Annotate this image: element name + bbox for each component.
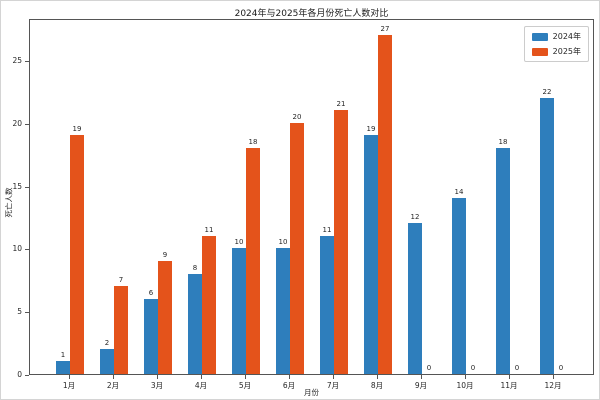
x-tick-label: 5月 <box>238 381 252 390</box>
bar-2024年 <box>408 223 422 374</box>
x-tick-mark <box>113 375 114 379</box>
bar-value-label: 14 <box>454 188 464 197</box>
y-tick-label: 5 <box>17 307 22 317</box>
bar-2024年 <box>56 361 70 374</box>
bar-2025年 <box>334 110 348 374</box>
x-tick-mark <box>377 375 378 379</box>
bar-2024年 <box>276 248 290 374</box>
legend-swatch-2024年 <box>531 32 548 41</box>
x-tick-label: 8月 <box>370 381 384 390</box>
bar-2025年 <box>246 147 260 374</box>
x-tick-mark <box>201 375 202 379</box>
y-tick-label: 20 <box>12 118 22 128</box>
bar-2024年 <box>320 235 334 374</box>
bar-2024年 <box>364 135 378 374</box>
bar-2024年 <box>188 273 202 374</box>
bar-2024年 <box>232 248 246 374</box>
x-tick-mark <box>289 375 290 379</box>
y-tick-mark <box>25 375 29 376</box>
legend-item: 2024年 <box>531 31 581 42</box>
bar-2024年 <box>100 348 114 374</box>
legend-swatch-2025年 <box>531 47 548 56</box>
bar-value-label: 10 <box>278 238 288 247</box>
bar-value-label: 8 <box>192 263 198 272</box>
y-tick-label: 15 <box>12 181 22 191</box>
bar-2025年 <box>114 286 128 374</box>
bar-2025年 <box>290 122 304 374</box>
y-tick-label: 10 <box>12 244 22 254</box>
y-tick-mark <box>25 249 29 251</box>
x-tick-mark <box>245 375 246 379</box>
bar-value-label: 9 <box>162 250 168 259</box>
bar-value-label: 6 <box>148 288 154 297</box>
bar-2025年 <box>202 235 216 374</box>
y-tick-mark <box>25 312 29 314</box>
x-tick-label: 3月 <box>150 381 164 390</box>
chart-title: 2024年与2025年各月份死亡人数对比 <box>234 9 389 19</box>
bar-value-label: 11 <box>204 225 214 234</box>
x-tick-label: 1月 <box>62 381 76 390</box>
x-axis-label: 月份 <box>304 388 319 397</box>
y-axis-label: 死亡人数 <box>4 187 14 218</box>
x-tick-label: 9月 <box>414 381 428 390</box>
bar-value-label: 22 <box>542 87 552 96</box>
x-tick-mark <box>333 375 334 379</box>
bar-2025年 <box>378 34 392 374</box>
bar-value-label: 19 <box>366 125 376 134</box>
bar-value-label: 7 <box>118 276 124 285</box>
x-tick-label: 2月 <box>106 381 120 390</box>
bar-value-label: 0 <box>514 364 520 372</box>
x-tick-mark <box>509 375 510 379</box>
bar-value-label: 18 <box>498 137 508 146</box>
x-tick-mark <box>157 375 158 379</box>
bar-value-label: 0 <box>470 364 476 372</box>
x-tick-label: 11月 <box>500 381 518 390</box>
bar-value-label: 0 <box>426 364 432 372</box>
y-tick-label: 0 <box>17 370 22 379</box>
y-tick-label: 25 <box>12 56 22 66</box>
bar-2024年 <box>540 97 554 374</box>
bar-value-label: 21 <box>336 100 346 109</box>
x-tick-mark <box>421 375 422 379</box>
y-tick-mark <box>25 123 29 125</box>
bar-value-label: 12 <box>410 213 420 222</box>
legend: 2024年 2025年 <box>523 26 589 62</box>
bar-value-label: 18 <box>248 137 258 146</box>
bar-value-label: 1 <box>60 351 66 360</box>
x-tick-mark <box>69 375 70 379</box>
bar-2024年 <box>144 298 158 374</box>
bar-value-label: 19 <box>72 125 82 134</box>
x-tick-label: 10月 <box>456 381 474 390</box>
bar-value-label: 10 <box>234 238 244 247</box>
bar-2025年 <box>70 135 84 374</box>
bar-2024年 <box>496 147 510 374</box>
bar-value-label: 27 <box>380 24 390 33</box>
x-tick-mark <box>553 375 554 379</box>
legend-item: 2025年 <box>531 46 581 57</box>
y-tick-mark <box>25 61 29 63</box>
y-tick-mark <box>25 186 29 188</box>
bar-2024年 <box>452 198 466 374</box>
plot-area: 2024年 2025年 1 19 2 7 6 9 8 11 10 18 10 20 11 21 19 27 12 0… <box>29 19 594 375</box>
bar-value-label: 20 <box>292 112 302 121</box>
legend-label: 2024年 <box>552 32 581 41</box>
x-tick-label: 6月 <box>282 381 296 390</box>
x-tick-mark <box>465 375 466 379</box>
bar-value-label: 0 <box>558 364 564 372</box>
bar-value-label: 11 <box>322 225 332 234</box>
x-tick-label: 7月 <box>326 381 340 390</box>
legend-label: 2025年 <box>552 47 581 56</box>
x-tick-label: 4月 <box>194 381 208 390</box>
bar-2025年 <box>158 260 172 374</box>
bar-value-label: 2 <box>104 338 110 347</box>
x-tick-label: 12月 <box>544 381 562 390</box>
